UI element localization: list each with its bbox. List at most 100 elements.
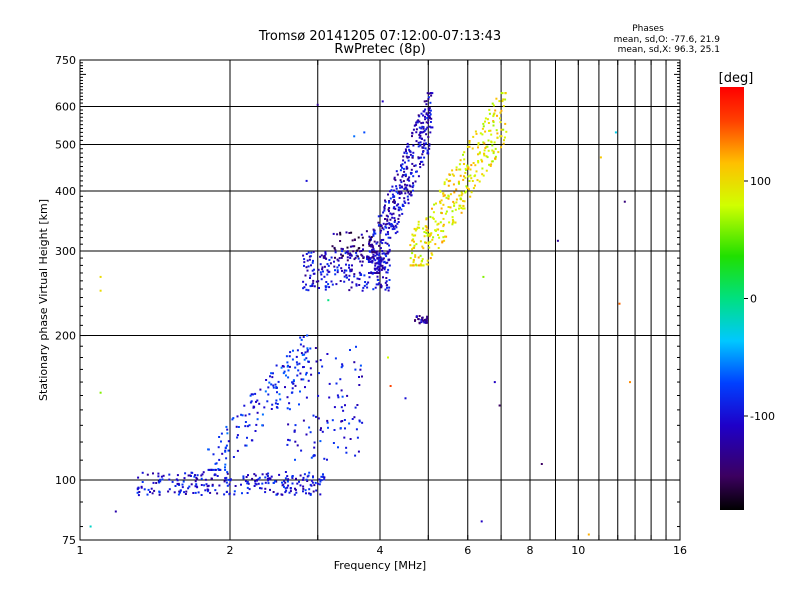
- data-point: [383, 268, 386, 271]
- data-point: [194, 480, 197, 483]
- data-point: [381, 252, 384, 255]
- data-point: [442, 236, 445, 239]
- data-point: [338, 257, 341, 260]
- data-point: [320, 273, 323, 276]
- data-point: [437, 247, 440, 249]
- data-point: [431, 92, 434, 95]
- data-point: [486, 156, 489, 159]
- data-point: [244, 444, 247, 447]
- data-point-isolated: [498, 404, 501, 407]
- data-point: [256, 479, 258, 482]
- data-point: [307, 360, 310, 363]
- data-point: [264, 491, 267, 494]
- data-point: [419, 134, 422, 137]
- data-point: [278, 393, 281, 396]
- y-tick-label: 100: [55, 474, 76, 487]
- data-point: [427, 98, 430, 101]
- data-point: [431, 216, 434, 219]
- data-point: [419, 163, 421, 165]
- data-point: [430, 252, 433, 255]
- data-point: [500, 146, 502, 149]
- data-point: [388, 226, 391, 229]
- data-point: [285, 355, 288, 358]
- data-point: [255, 400, 257, 403]
- data-point: [465, 185, 468, 188]
- data-point: [341, 363, 344, 366]
- data-point: [351, 239, 354, 242]
- data-point: [309, 274, 312, 277]
- data-point: [183, 491, 186, 494]
- data-point: [313, 446, 316, 449]
- data-point: [251, 477, 254, 480]
- data-point: [392, 212, 395, 215]
- data-point: [305, 396, 308, 399]
- data-point: [477, 142, 480, 145]
- data-point: [373, 240, 376, 243]
- data-point: [334, 357, 337, 360]
- data-point: [492, 152, 495, 155]
- data-point: [305, 283, 307, 286]
- data-point: [158, 493, 161, 496]
- data-point: [358, 419, 361, 422]
- data-point: [470, 191, 473, 194]
- data-point: [372, 288, 375, 291]
- data-point-isolated: [623, 200, 626, 203]
- data-point: [469, 174, 472, 177]
- data-point: [345, 274, 348, 277]
- data-point: [415, 170, 417, 173]
- data-point: [192, 492, 195, 494]
- data-point: [368, 272, 371, 274]
- data-point: [326, 273, 329, 276]
- data-point: [394, 219, 396, 222]
- data-point: [412, 128, 415, 131]
- data-point: [336, 271, 339, 274]
- data-point: [430, 232, 433, 235]
- data-point: [479, 132, 482, 135]
- data-point: [140, 486, 143, 489]
- x-tick-label: 16: [673, 544, 687, 557]
- data-point: [378, 224, 380, 227]
- data-point: [425, 100, 428, 103]
- data-point: [390, 225, 393, 228]
- data-point: [412, 234, 415, 237]
- data-point: [496, 136, 499, 139]
- data-point: [393, 199, 396, 202]
- data-point: [421, 146, 424, 149]
- data-point: [426, 234, 429, 237]
- data-point: [313, 268, 315, 271]
- data-point: [341, 364, 344, 367]
- data-point: [413, 240, 415, 243]
- data-point: [483, 152, 486, 155]
- data-point: [390, 213, 393, 216]
- data-point: [429, 131, 432, 134]
- data-point: [326, 269, 329, 272]
- data-point: [331, 283, 334, 286]
- data-point: [354, 368, 357, 371]
- data-points: [89, 92, 631, 536]
- axis-ticks: [79, 60, 681, 540]
- data-point: [427, 115, 430, 118]
- data-point: [348, 266, 350, 269]
- data-point: [217, 446, 220, 449]
- data-point: [405, 165, 408, 168]
- data-point: [402, 174, 405, 177]
- data-point: [341, 269, 343, 272]
- data-point: [449, 206, 452, 209]
- data-point: [333, 406, 336, 409]
- data-point: [288, 355, 291, 358]
- data-point: [440, 199, 443, 202]
- data-point: [492, 115, 495, 118]
- data-point: [406, 145, 409, 148]
- data-point: [365, 283, 368, 286]
- data-point: [502, 142, 505, 145]
- data-point: [425, 318, 428, 321]
- data-point: [343, 436, 346, 439]
- data-point: [421, 160, 424, 163]
- data-point: [389, 190, 392, 193]
- data-point-isolated: [353, 135, 356, 138]
- data-point: [326, 419, 329, 422]
- data-point: [397, 206, 400, 209]
- data-point: [323, 478, 326, 481]
- data-point: [302, 476, 305, 479]
